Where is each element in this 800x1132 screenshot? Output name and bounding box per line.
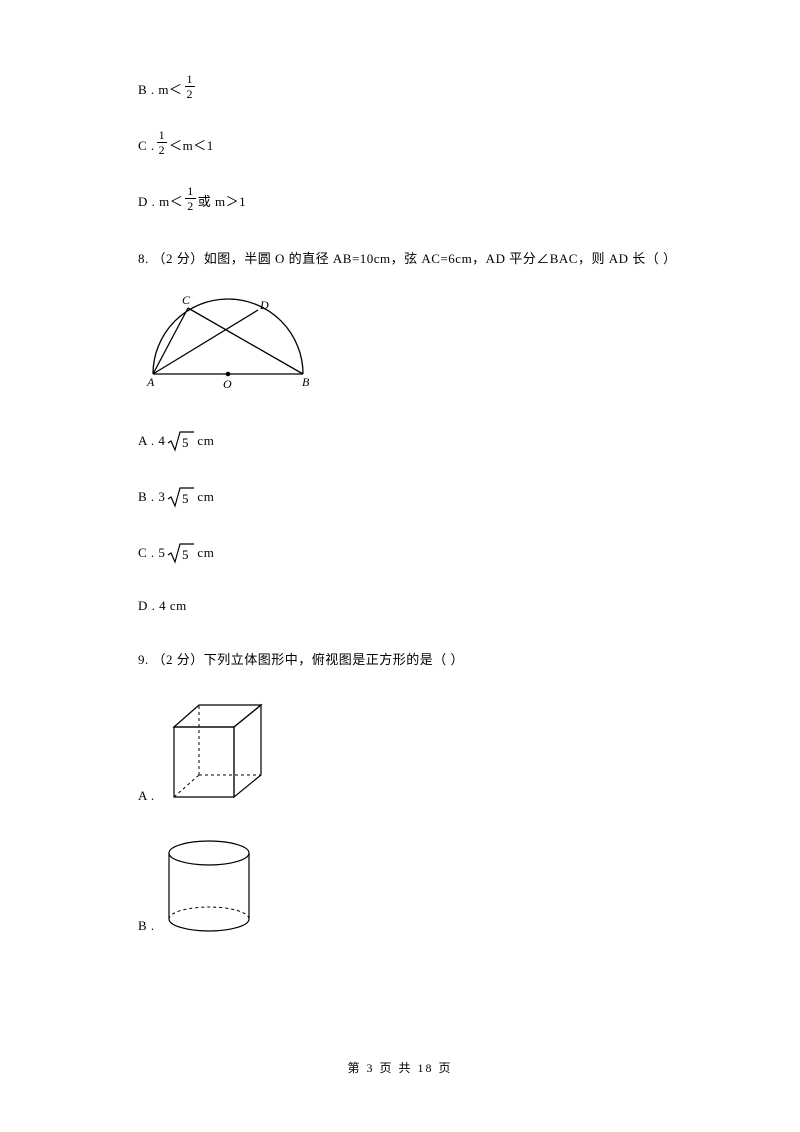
text: C . 5 (138, 543, 165, 564)
q8-option-d: D . 4 cm (138, 594, 680, 618)
text: 或 m＞1 (198, 192, 246, 213)
text: D . m＜ (138, 192, 183, 213)
fraction-one-half: 1 2 (185, 184, 196, 213)
sqrt-5: 5 (167, 430, 195, 452)
q7-option-c: C . 1 2 ＜m＜1 (138, 131, 680, 161)
q8-option-a: A . 4 5 cm (138, 426, 680, 456)
text: A . 4 (138, 431, 165, 452)
sqrt-5: 5 (167, 486, 195, 508)
text: A . (138, 786, 155, 807)
q7-option-b: B . m＜ 1 2 (138, 75, 680, 105)
text: B . m＜ (138, 80, 183, 101)
text: 9. （2 分）下列立体图形中，俯视图是正方形的是（ ） (138, 652, 464, 667)
fraction-one-half: 1 2 (157, 128, 168, 157)
q8-option-c: C . 5 5 cm (138, 538, 680, 568)
q9-stem: 9. （2 分）下列立体图形中，俯视图是正方形的是（ ） (138, 644, 680, 675)
q9-option-b: B . (138, 837, 680, 937)
q8-option-b: B . 3 5 cm (138, 482, 680, 512)
svg-text:5: 5 (182, 491, 189, 506)
label-b: B (302, 375, 310, 389)
svg-text:5: 5 (182, 547, 189, 562)
text: ＜m＜1 (169, 136, 214, 157)
q9-option-a: A . (138, 697, 680, 807)
text: cm (197, 431, 214, 452)
page-footer: 第 3 页 共 18 页 (0, 1059, 800, 1076)
q8-semicircle-figure: A B C D O (138, 296, 680, 398)
text: 8. （2 分）如图，半圆 O 的直径 AB=10cm，弦 AC=6cm，AD … (138, 251, 676, 266)
q7-option-d: D . m＜ 1 2 或 m＞1 (138, 187, 680, 217)
text: B . (138, 916, 155, 937)
sqrt-5: 5 (167, 542, 195, 564)
fraction-one-half: 1 2 (185, 72, 196, 101)
label-o: O (223, 377, 232, 391)
text: C . (138, 136, 155, 157)
cylinder-icon (159, 837, 259, 937)
cube-icon (159, 697, 274, 807)
text: cm (197, 487, 214, 508)
q8-stem: 8. （2 分）如图，半圆 O 的直径 AB=10cm，弦 AC=6cm，AD … (110, 243, 680, 274)
text: cm (197, 543, 214, 564)
text: B . 3 (138, 487, 165, 508)
text: D . 4 cm (138, 596, 187, 617)
label-a: A (146, 375, 155, 389)
label-c: C (182, 296, 191, 307)
svg-text:5: 5 (182, 435, 189, 450)
text: 第 3 页 共 18 页 (347, 1061, 452, 1075)
label-d: D (259, 298, 269, 312)
